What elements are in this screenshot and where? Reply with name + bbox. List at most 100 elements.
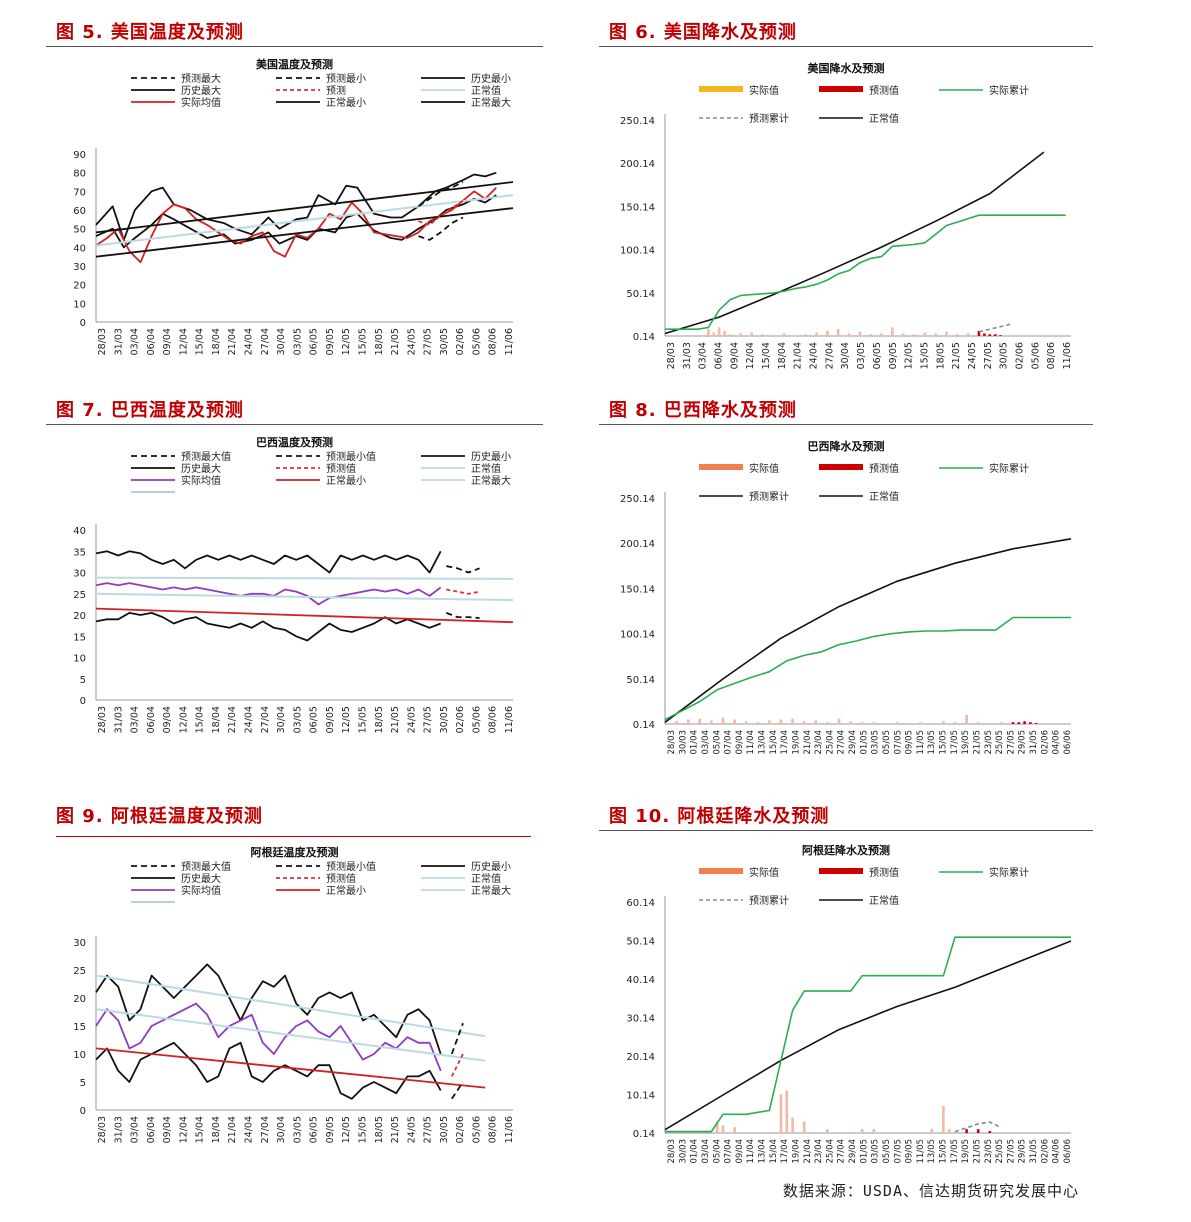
x-tick-label: 31/05 [1029, 730, 1039, 755]
x-tick-label: 03/04 [130, 706, 141, 733]
legend-label: 预测值 [869, 84, 899, 97]
legend-item: 正常最小 [276, 884, 366, 897]
x-tick-label: 25/05 [995, 730, 1005, 755]
y-tick-label: 60 [73, 206, 86, 217]
x-tick-label: 11/06 [504, 328, 515, 355]
x-tick-label: 11/06 [1062, 342, 1073, 369]
bar-实际值 [826, 330, 829, 336]
line-正常值 [95, 194, 514, 247]
x-tick-label: 06/05 [309, 1116, 320, 1143]
line-预测最小值 [451, 1081, 464, 1100]
legend-item: 实际均值 [131, 96, 221, 109]
line-正常最小 [95, 1047, 486, 1089]
x-tick-label: 17/05 [950, 1139, 960, 1164]
legend-item: 正常最大 [421, 96, 511, 109]
panel-argentina-precipitation: 图 10. 阿根廷降水及预测 阿根廷降水及预测 实际值 预测值 实际累计 预测累计 正常值… [599, 802, 1093, 1174]
bar-实际值 [723, 330, 726, 336]
legend-label: 历史最小 [471, 451, 511, 463]
x-tick-label: 28/03 [667, 730, 677, 755]
legend-label: 实际值 [749, 866, 779, 879]
y-tick-label: 100.14 [620, 630, 655, 641]
x-tick-label: 07/05 [893, 730, 903, 755]
x-tick-label: 15/05 [357, 706, 368, 733]
bar-实际值 [802, 721, 806, 724]
x-tick-label: 08/06 [1046, 342, 1057, 369]
line-实际均值 [95, 1002, 442, 1072]
bar-实际值 [686, 719, 690, 724]
legend-label: 正常最小 [326, 96, 366, 109]
legend-label: 正常最大 [471, 884, 511, 897]
legend-item: 历史最小 [421, 451, 511, 463]
y-tick-label: 30 [73, 938, 86, 949]
y-tick-label: 150.14 [620, 584, 655, 595]
x-tick-label: 30/03 [678, 730, 688, 755]
line-预测最小值 [445, 612, 480, 619]
x-tick-label: 12/04 [178, 1116, 189, 1143]
line-正常值 [95, 1008, 486, 1062]
legend-label: 预测值 [326, 462, 356, 475]
bar-预测值 [988, 334, 992, 336]
y-tick-label: 70 [73, 187, 86, 198]
line-正常值 [664, 538, 1072, 723]
x-tick-label: 24/04 [244, 706, 255, 733]
x-tick-label: 12/04 [745, 342, 756, 369]
title-divider [56, 836, 531, 837]
bar-实际值 [739, 333, 743, 336]
bar-实际值 [860, 722, 864, 724]
x-tick-label: 25/04 [825, 730, 835, 755]
y-tick-label: 10 [73, 654, 86, 665]
bar-实际值 [872, 1129, 876, 1133]
x-tick-label: 21/05 [390, 328, 401, 355]
bar-实际值 [1000, 722, 1003, 724]
bar-实际值 [837, 718, 841, 724]
title-divider [599, 424, 1093, 425]
legend-label: 正常最小 [326, 884, 366, 897]
figure-title: 图 10. 阿根廷降水及预测 [609, 806, 830, 827]
x-tick-label: 27/05 [423, 706, 434, 733]
y-tick-label: 30.14 [626, 1014, 655, 1025]
x-tick-label: 24/04 [809, 342, 820, 369]
y-tick-label: 40 [73, 526, 86, 537]
bar-实际值 [891, 327, 894, 336]
y-tick-label: 100.14 [620, 246, 655, 257]
figure-title: 图 7. 巴西温度及预测 [56, 400, 244, 421]
y-tick-label: 35 [73, 547, 86, 558]
y-tick-label: 5 [80, 1078, 86, 1089]
x-tick-label: 25/05 [995, 1139, 1005, 1164]
legend-item: 实际均值 [131, 884, 221, 897]
legend-swatch [819, 464, 863, 470]
line-正常值 [664, 940, 1072, 1131]
x-tick-label: 30/04 [840, 342, 851, 369]
y-tick-label: 0.14 [633, 720, 655, 731]
legend-item: 实际累计 [939, 84, 1029, 97]
x-tick-label: 09/04 [735, 730, 745, 755]
x-tick-label: 07/05 [893, 1139, 903, 1164]
legend-item: 历史最大 [131, 462, 221, 475]
legend-label: 预测最大值 [181, 860, 231, 873]
bar-实际值 [858, 331, 862, 336]
x-tick-label: 24/05 [406, 1116, 417, 1143]
x-tick-label: 05/06 [471, 328, 482, 355]
bar-实际值 [976, 722, 980, 724]
x-tick-label: 11/06 [504, 1116, 515, 1143]
bar-实际值 [847, 333, 851, 336]
bar-实际值 [761, 334, 764, 336]
y-tick-label: 50.14 [626, 289, 655, 300]
figure-title: 图 8. 巴西降水及预测 [609, 400, 797, 421]
x-tick-label: 29/04 [848, 1139, 858, 1164]
line-预测最小 [418, 216, 464, 241]
legend-label: 实际累计 [989, 866, 1029, 879]
bar-预测值 [1034, 723, 1038, 724]
bar-实际值 [953, 722, 957, 724]
legend-item: 预测值 [819, 866, 899, 879]
x-tick-label: 03/04 [130, 1116, 141, 1143]
x-tick-label: 09/05 [888, 342, 899, 369]
x-tick-label: 18/04 [777, 342, 788, 369]
line-历史最小 [95, 1041, 442, 1100]
bar-实际值 [918, 722, 922, 724]
y-tick-label: 60.14 [626, 898, 655, 909]
x-tick-label: 21/05 [951, 342, 962, 369]
x-tick-label: 19/04 [791, 1139, 801, 1164]
bar-实际值 [869, 334, 873, 336]
